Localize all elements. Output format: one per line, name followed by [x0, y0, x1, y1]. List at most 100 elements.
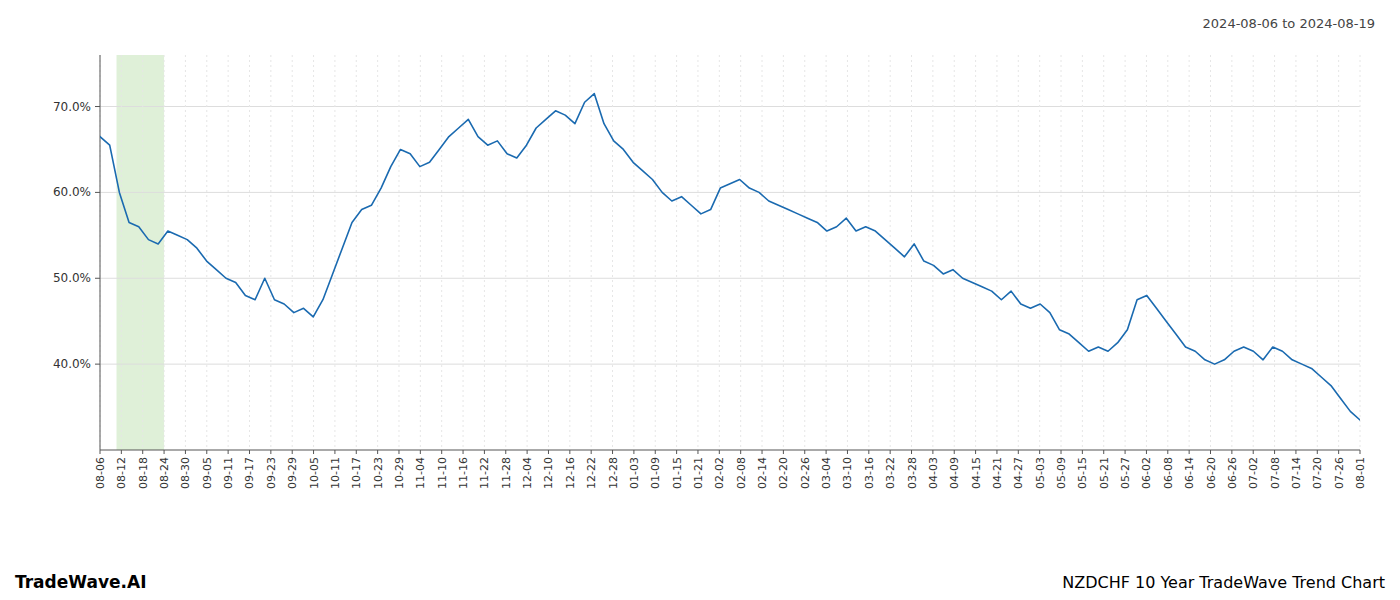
- x-grid-line: [356, 55, 357, 450]
- x-tick-label: 05-03: [1034, 457, 1047, 489]
- x-tick-label: 01-21: [692, 457, 705, 489]
- highlight-layer: [117, 55, 165, 450]
- x-grid-line: [740, 55, 741, 450]
- x-tick-label: 07-02: [1247, 457, 1260, 489]
- x-grid-line: [1253, 55, 1254, 450]
- y-tick: [95, 192, 100, 193]
- x-grid-line: [1274, 55, 1275, 450]
- x-grid-line: [1295, 55, 1296, 450]
- x-tick-label: 07-26: [1333, 457, 1346, 489]
- x-grid-line: [313, 55, 314, 450]
- x-tick-label: 07-20: [1311, 457, 1324, 489]
- subtitle: 2024-08-06 to 2024-08-19: [1203, 16, 1375, 31]
- x-tick-label: 07-08: [1269, 457, 1282, 489]
- x-grid-line: [1338, 55, 1339, 450]
- x-tick-label: 02-08: [735, 457, 748, 489]
- x-tick-label: 12-28: [607, 457, 620, 489]
- x-grid-line: [569, 55, 570, 450]
- x-grid-line: [206, 55, 207, 450]
- x-tick-label: 05-15: [1076, 457, 1089, 489]
- x-tick: [484, 450, 485, 454]
- x-tick: [591, 450, 592, 454]
- x-grid-line: [121, 55, 122, 450]
- x-tick-label: 03-16: [863, 457, 876, 489]
- x-tick: [1061, 450, 1062, 454]
- y-tick-label: 40.0%: [53, 357, 91, 371]
- x-tick-label: 12-10: [542, 457, 555, 489]
- y-grid-line: [100, 364, 1360, 365]
- x-tick: [270, 450, 271, 454]
- x-grid-line: [484, 55, 485, 450]
- trend-line: [100, 94, 1360, 420]
- x-tick-label: 08-12: [115, 457, 128, 489]
- x-grid-line: [655, 55, 656, 450]
- x-grid-line: [783, 55, 784, 450]
- x-tick: [1338, 450, 1339, 454]
- x-tick: [783, 450, 784, 454]
- x-tick-label: 01-09: [649, 457, 662, 489]
- x-grid-line: [1103, 55, 1104, 450]
- x-grid-line: [1082, 55, 1083, 450]
- x-tick-label: 11-04: [414, 457, 427, 489]
- x-tick-label: 04-15: [970, 457, 983, 489]
- y-tick-label: 70.0%: [53, 100, 91, 114]
- x-tick-label: 12-16: [564, 457, 577, 489]
- x-grid-line: [505, 55, 506, 450]
- x-tick: [719, 450, 720, 454]
- x-tick: [1146, 450, 1147, 454]
- x-tick-label: 03-10: [841, 457, 854, 489]
- x-grid-line: [527, 55, 528, 450]
- x-tick-label: 08-24: [158, 457, 171, 489]
- x-tick-label: 10-17: [350, 457, 363, 489]
- x-tick-label: 09-11: [222, 457, 235, 489]
- x-grid-line: [612, 55, 613, 450]
- x-tick-label: 02-20: [777, 457, 790, 489]
- x-tick: [633, 450, 634, 454]
- x-grid-line: [911, 55, 912, 450]
- y-tick-label: 50.0%: [53, 271, 91, 285]
- x-axis: 08-0608-1208-1808-2408-3009-0509-1109-17…: [94, 450, 1367, 489]
- x-tick-label: 11-22: [478, 457, 491, 489]
- x-tick: [228, 450, 229, 454]
- x-tick: [847, 450, 848, 454]
- x-grid-line: [975, 55, 976, 450]
- x-tick: [398, 450, 399, 454]
- x-tick-label: 03-28: [906, 457, 919, 489]
- x-tick: [121, 450, 122, 454]
- x-tick: [1253, 450, 1254, 454]
- highlight-band: [117, 55, 165, 450]
- x-tick: [1125, 450, 1126, 454]
- x-tick-label: 08-01: [1354, 457, 1367, 489]
- x-grid-line: [1360, 55, 1361, 450]
- x-tick: [527, 450, 528, 454]
- x-tick-label: 06-02: [1140, 457, 1153, 489]
- x-grid-line: [398, 55, 399, 450]
- x-tick: [868, 450, 869, 454]
- x-tick: [100, 450, 101, 454]
- chart: 40.0%50.0%60.0%70.0%08-0608-1208-1808-24…: [0, 0, 1400, 600]
- x-tick-label: 02-02: [713, 457, 726, 489]
- x-grid-line: [1210, 55, 1211, 450]
- x-tick-label: 03-22: [884, 457, 897, 489]
- x-tick-label: 09-05: [201, 457, 214, 489]
- y-grid-line: [100, 278, 1360, 279]
- x-grid-line: [1125, 55, 1126, 450]
- title: NZDCHF 10 Year TradeWave Trend Chart: [1062, 573, 1385, 592]
- x-grid-line: [228, 55, 229, 450]
- x-tick-label: 11-16: [457, 457, 470, 489]
- x-tick: [1103, 450, 1104, 454]
- x-tick-label: 05-09: [1055, 457, 1068, 489]
- x-grid-line: [1146, 55, 1147, 450]
- x-tick: [697, 450, 698, 454]
- x-grid-line: [292, 55, 293, 450]
- y-grid-line: [100, 192, 1360, 193]
- x-tick-label: 08-18: [137, 457, 150, 489]
- x-grid-line: [1039, 55, 1040, 450]
- x-tick: [826, 450, 827, 454]
- x-grid-line: [185, 55, 186, 450]
- x-tick-label: 05-21: [1098, 457, 1111, 489]
- x-tick: [1295, 450, 1296, 454]
- x-tick-label: 09-17: [243, 457, 256, 489]
- x-tick-label: 08-06: [94, 457, 107, 489]
- x-tick-label: 06-26: [1226, 457, 1239, 489]
